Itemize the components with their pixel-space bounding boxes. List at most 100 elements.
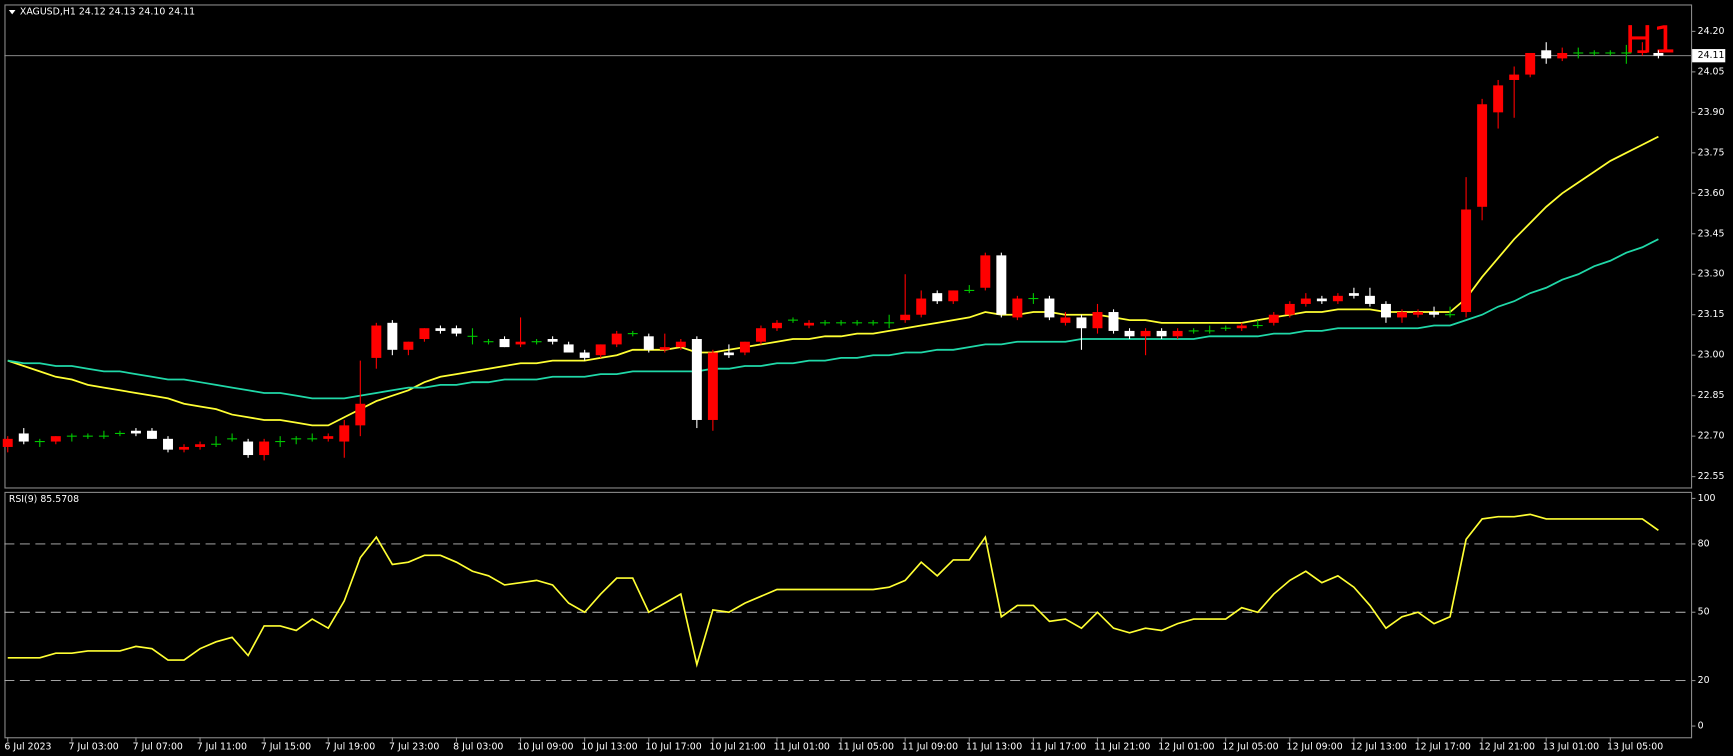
candle-body [1525, 52, 1536, 75]
y-tick-label: 0 [1698, 721, 1704, 732]
candle-body [1156, 330, 1167, 337]
candle-body [948, 290, 959, 302]
candle-body [1108, 312, 1119, 331]
x-tick-label: 12 Jul 05:00 [1222, 742, 1278, 753]
rsi-panel [4, 491, 1693, 739]
candle-body [243, 441, 254, 456]
candle-body [50, 436, 61, 442]
price-panel [4, 4, 1693, 489]
price-tag-label: 24.11 [1698, 50, 1725, 61]
candle-body [323, 436, 334, 439]
candle-body [371, 325, 382, 358]
y-tick-label: 24.05 [1698, 66, 1725, 77]
y-tick-label: 100 [1698, 493, 1716, 504]
x-tick-label: 7 Jul 03:00 [69, 742, 119, 753]
candle-body [1140, 330, 1151, 337]
candle-body [691, 339, 702, 420]
x-tick-label: 12 Jul 21:00 [1479, 742, 1535, 753]
candle-body [1012, 298, 1023, 318]
chart-title: XAGUSD,H1 24.12 24.13 24.10 24.11 [20, 7, 195, 18]
x-tick-label: 7 Jul 15:00 [261, 742, 311, 753]
candle-body [1541, 50, 1552, 59]
rsi-line [7, 513, 1659, 668]
candle-body [1637, 50, 1648, 53]
x-tick-label: 12 Jul 01:00 [1158, 742, 1214, 753]
candle-body [355, 403, 366, 426]
candle-body [1461, 209, 1472, 313]
candle-body [1124, 330, 1135, 337]
x-tick-label: 12 Jul 09:00 [1286, 742, 1342, 753]
y-tick-label: 80 [1698, 538, 1710, 549]
candle-body [1557, 52, 1568, 59]
candle-body [755, 328, 766, 342]
x-tick-label: 8 Jul 03:00 [453, 742, 503, 753]
timeframe-label: H1 [1625, 17, 1677, 61]
candle-body [18, 433, 29, 442]
candle-body [643, 336, 654, 350]
x-tick-label: 13 Jul 05:00 [1607, 742, 1663, 753]
candle-body [1044, 298, 1055, 318]
x-tick-label: 10 Jul 17:00 [645, 742, 701, 753]
candle-body [163, 438, 173, 450]
candle-body [1413, 312, 1423, 315]
candle-body [563, 344, 574, 353]
candle-body [916, 298, 927, 315]
x-tick-label: 10 Jul 13:00 [581, 742, 637, 753]
y-tick-label: 23.90 [1698, 107, 1725, 118]
y-tick-label: 23.45 [1698, 228, 1725, 239]
x-tick-label: 11 Jul 13:00 [966, 742, 1022, 753]
candle-body [1477, 104, 1488, 207]
candle-body [179, 446, 189, 450]
candle-body [723, 352, 734, 356]
y-tick-label: 23.60 [1698, 188, 1725, 199]
y-tick-label: 24.20 [1698, 26, 1725, 37]
candle-body [1300, 298, 1311, 304]
candle-body [1653, 52, 1664, 56]
candle-body [1493, 85, 1504, 113]
candle-body [659, 347, 670, 350]
candle-body [996, 255, 1007, 315]
x-tick-label: 11 Jul 21:00 [1094, 742, 1150, 753]
menu-arrow[interactable] [8, 9, 16, 15]
candle-body [675, 341, 686, 348]
x-tick-label: 7 Jul 23:00 [389, 742, 439, 753]
candle-body [499, 339, 510, 348]
x-tick-label: 6 Jul 2023 [4, 742, 51, 753]
x-tick-label: 11 Jul 09:00 [902, 742, 958, 753]
candle-body [387, 322, 398, 350]
rsi-title: RSI(9) 85.5708 [9, 494, 79, 505]
x-tick-label: 7 Jul 07:00 [133, 742, 183, 753]
x-tick-label: 10 Jul 09:00 [517, 742, 573, 753]
x-tick-label: 12 Jul 13:00 [1351, 742, 1407, 753]
candle-body [1172, 330, 1183, 337]
y-tick-label: 23.75 [1698, 147, 1725, 158]
candle-body [932, 293, 943, 302]
candle-body [1348, 293, 1359, 296]
price-tag [1692, 49, 1726, 63]
candle-body [1380, 303, 1391, 318]
candle-body [2, 438, 13, 447]
candle-body [419, 328, 430, 340]
x-tick-label: 11 Jul 17:00 [1030, 742, 1086, 753]
candle-body [772, 322, 782, 329]
candle-body [1236, 325, 1247, 329]
y-tick-label: 22.85 [1698, 390, 1725, 401]
candle-body [339, 425, 350, 442]
candle-body [451, 328, 462, 334]
candle-body [435, 328, 446, 331]
x-tick-label: 11 Jul 05:00 [838, 742, 894, 753]
candle-body [1397, 312, 1407, 318]
y-tick-label: 50 [1698, 607, 1710, 618]
candle-body [547, 339, 558, 342]
candle-body [1284, 303, 1295, 315]
candle-body [1076, 317, 1087, 329]
candle-body [1364, 295, 1375, 304]
candle-body [804, 322, 815, 326]
candle-body [403, 341, 414, 350]
candle-body [1092, 312, 1103, 329]
candle-body [515, 341, 526, 345]
candle-body [1332, 295, 1343, 302]
